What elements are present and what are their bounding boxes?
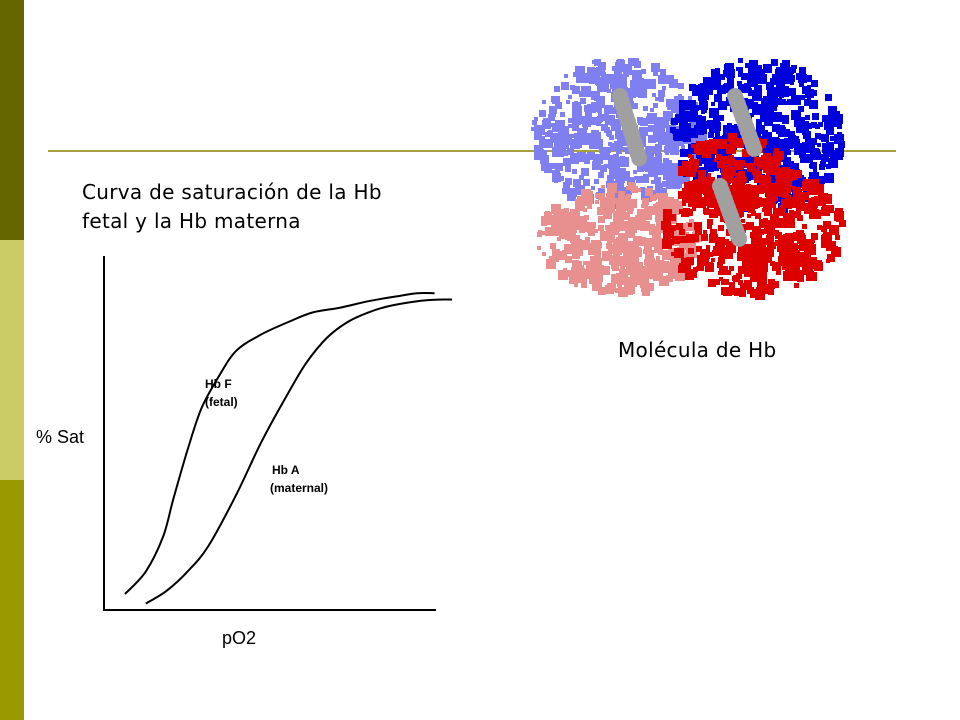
x-axis-label: pO2 (222, 628, 256, 648)
caption-line-1: Curva de saturación de la Hb (82, 180, 382, 204)
series-line-fetal (124, 291, 435, 595)
caption-line-2: fetal y la Hb materna (82, 209, 301, 233)
chart-caption: Curva de saturación de la Hb fetal y la … (82, 178, 462, 236)
series-label-fetal-line1: Hb F (205, 377, 232, 391)
title-rule (48, 150, 896, 152)
hemoglobin-molecule-image (531, 58, 846, 300)
series-line-maternal (145, 298, 453, 605)
y-axis-label: % Sat (36, 427, 84, 447)
molecule-caption: Molécula de Hb (618, 338, 777, 362)
series-label-fetal-line2: (fetal) (205, 395, 238, 409)
series-label-maternal-line2: (maternal) (270, 481, 328, 495)
side-bar-dark (0, 0, 24, 240)
series-label-maternal-line1: Hb A (272, 463, 300, 477)
side-bar-mid (0, 480, 24, 720)
saturation-curve-chart: % Sat pO2 Hb F (fetal) Hb A (maternal) (36, 256, 453, 648)
side-bar-light (0, 240, 24, 480)
